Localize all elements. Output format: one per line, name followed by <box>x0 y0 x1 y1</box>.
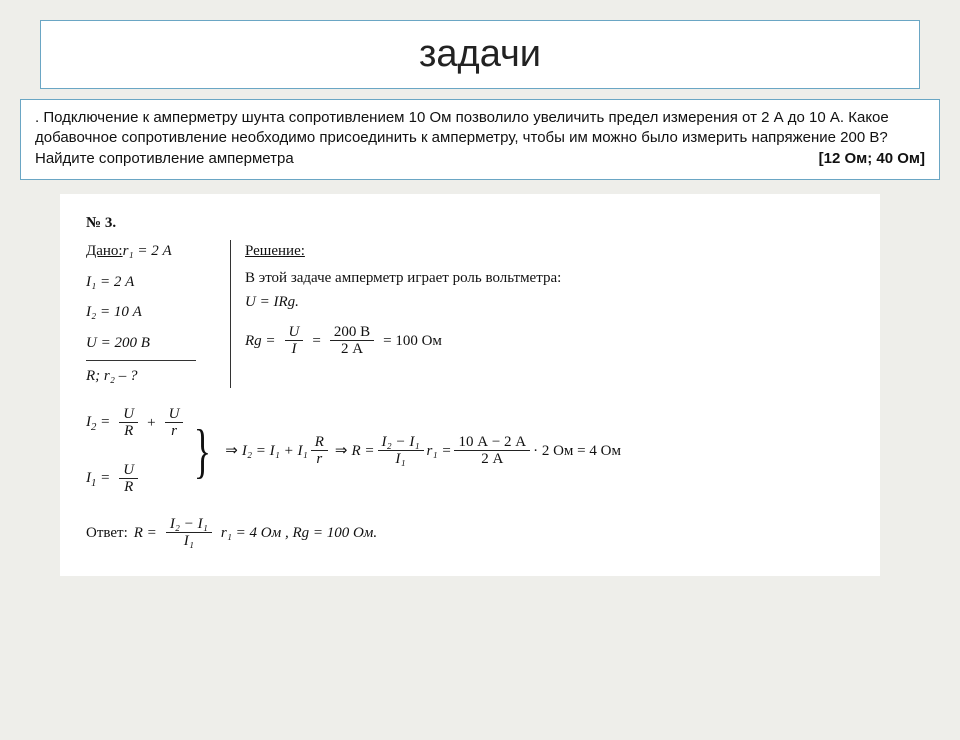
answer-label: Ответ: <box>86 522 128 545</box>
given-divider <box>86 360 196 361</box>
solution-box: № 3. Дано:r₁ = 2 А I₁ = 2 А I₂ = 10 А U … <box>60 194 880 576</box>
given-column: Дано:r₁ = 2 А I₁ = 2 А I₂ = 10 А U = 200… <box>86 240 231 388</box>
given-I2: I₂ = 10 А <box>86 301 216 324</box>
arrow-icon: ⇒ <box>335 440 348 463</box>
frac-den: r <box>167 423 181 440</box>
curly-brace-icon: } <box>194 421 211 481</box>
frac-num: 10 А − 2 А <box>454 434 530 452</box>
frac-den: 2 А <box>477 451 507 468</box>
answer-frac: I₂ − I₁ I₁ <box>166 516 212 550</box>
frac-den: R <box>120 479 137 496</box>
solution-column: Решение: В этой задаче амперметр играет … <box>231 240 858 388</box>
Rg-frac-symbolic: U I <box>285 324 304 358</box>
page-title: задачи <box>419 33 541 75</box>
deriv-step-3: r₁ = <box>427 440 452 463</box>
frac-den: I <box>287 341 300 358</box>
deriv-frac-2: I₂ − I₁ I₁ <box>378 434 424 468</box>
answer-hint: [12 Ом; 40 Ом] <box>819 149 925 169</box>
given-r1: r₁ = 2 А <box>123 243 172 259</box>
deriv-step-1: I₂ = I₁ + I₁ <box>242 440 308 463</box>
deriv-step-2: R = <box>351 440 374 463</box>
frac-num: U <box>119 462 138 480</box>
given-U: U = 200 В <box>86 332 216 355</box>
title-box: задачи <box>40 20 920 89</box>
Rg-frac-numeric: 200 В 2 А <box>330 324 374 358</box>
problem-number: № 3. <box>86 212 858 235</box>
frac-den: r <box>312 451 326 468</box>
arrow-icon: ⇒ <box>225 440 238 463</box>
frac-num: U <box>285 324 304 342</box>
frac-num: U <box>119 406 138 424</box>
problem-text: . Подключение к амперметру шунта сопроти… <box>35 109 889 167</box>
frac-den: 2 А <box>337 341 367 358</box>
deriv-frac-1: R r <box>311 434 328 468</box>
derivation-block: I2 = UR + Ur I1 = UR } ⇒ I₂ = I₁ + I₁ R … <box>86 402 858 500</box>
Rg-result: = 100 Ом <box>383 330 442 353</box>
given-and-solution: Дано:r₁ = 2 А I₁ = 2 А I₂ = 10 А U = 200… <box>86 240 858 388</box>
frac-num: I₂ − I₁ <box>166 516 212 534</box>
frac-den: I₁ <box>180 533 198 550</box>
problem-statement: . Подключение к амперметру шунта сопроти… <box>20 99 940 180</box>
frac-num: U <box>165 406 184 424</box>
deriv-frac-3: 10 А − 2 А 2 А <box>454 434 530 468</box>
eq-sign: = <box>312 330 320 353</box>
answer-tail: r₁ = 4 Ом , Rg = 100 Ом. <box>221 522 377 545</box>
frac-num: I₂ − I₁ <box>378 434 424 452</box>
answer-line: Ответ: R = I₂ − I₁ I₁ r₁ = 4 Ом , Rg = 1… <box>86 516 858 550</box>
brace-left-column: I2 = UR + Ur I1 = UR <box>86 402 186 500</box>
eq-U: U = IRg. <box>245 291 858 314</box>
deriv-tail: · 2 Ом = 4 Ом <box>533 440 621 463</box>
find-line: R; r₂ – ? <box>86 365 216 388</box>
answer-R: R = <box>134 522 157 545</box>
frac-den: R <box>120 423 137 440</box>
frac-num: 200 В <box>330 324 374 342</box>
frac-den: I₁ <box>391 451 409 468</box>
frac-num: R <box>311 434 328 452</box>
plus-sign: + <box>147 412 155 435</box>
solution-label: Решение: <box>245 240 858 263</box>
solution-text-1: В этой задаче амперметр играет роль воль… <box>245 267 858 290</box>
given-I1: I₁ = 2 А <box>86 271 216 294</box>
Rg-label: Rg = <box>245 330 276 353</box>
given-label: Дано: <box>86 243 123 259</box>
eq-Rg: Rg = U I = 200 В 2 А = 100 Ом <box>245 324 858 358</box>
brace-group: I2 = UR + Ur I1 = UR } ⇒ I₂ = I₁ + I₁ R … <box>86 402 621 500</box>
